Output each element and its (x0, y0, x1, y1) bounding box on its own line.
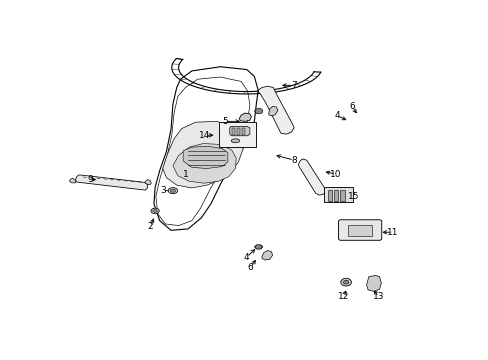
FancyBboxPatch shape (323, 187, 352, 202)
Bar (241, 128, 244, 135)
Polygon shape (163, 121, 243, 188)
Text: 4: 4 (334, 111, 340, 120)
Text: 5: 5 (222, 117, 227, 126)
Text: 4: 4 (244, 253, 249, 262)
Text: 10: 10 (329, 170, 341, 179)
Ellipse shape (170, 189, 175, 192)
Polygon shape (183, 146, 227, 168)
Text: 12: 12 (337, 292, 348, 301)
Bar (237, 128, 240, 135)
Text: 7: 7 (291, 81, 297, 90)
Ellipse shape (151, 208, 159, 214)
Bar (340, 190, 344, 201)
Text: 13: 13 (372, 292, 384, 301)
Circle shape (255, 245, 261, 249)
Polygon shape (262, 251, 272, 260)
Polygon shape (254, 245, 262, 249)
Ellipse shape (231, 139, 239, 143)
Text: 14: 14 (199, 131, 210, 140)
Polygon shape (75, 175, 147, 190)
Text: 3: 3 (160, 186, 166, 195)
Bar (333, 190, 338, 201)
Polygon shape (268, 107, 277, 116)
Polygon shape (144, 180, 151, 185)
Polygon shape (173, 144, 236, 183)
Ellipse shape (168, 188, 177, 194)
Circle shape (343, 280, 348, 284)
Polygon shape (366, 275, 381, 291)
Polygon shape (69, 179, 75, 183)
Circle shape (340, 278, 351, 286)
Text: 9: 9 (87, 175, 93, 184)
Text: 2: 2 (147, 222, 153, 231)
Polygon shape (257, 86, 294, 134)
Text: 8: 8 (291, 156, 297, 165)
Polygon shape (254, 109, 262, 113)
Circle shape (255, 108, 262, 114)
Text: 1: 1 (183, 170, 189, 179)
Bar (327, 190, 331, 201)
Polygon shape (239, 113, 251, 121)
Text: 6: 6 (247, 263, 253, 272)
Text: 11: 11 (386, 228, 398, 237)
Polygon shape (298, 159, 325, 195)
Text: 15: 15 (347, 192, 359, 201)
Bar (232, 128, 235, 135)
Ellipse shape (153, 210, 157, 212)
Polygon shape (229, 126, 249, 136)
FancyBboxPatch shape (338, 220, 381, 240)
Text: 6: 6 (348, 103, 354, 112)
FancyBboxPatch shape (218, 122, 256, 147)
Bar (347, 225, 371, 236)
